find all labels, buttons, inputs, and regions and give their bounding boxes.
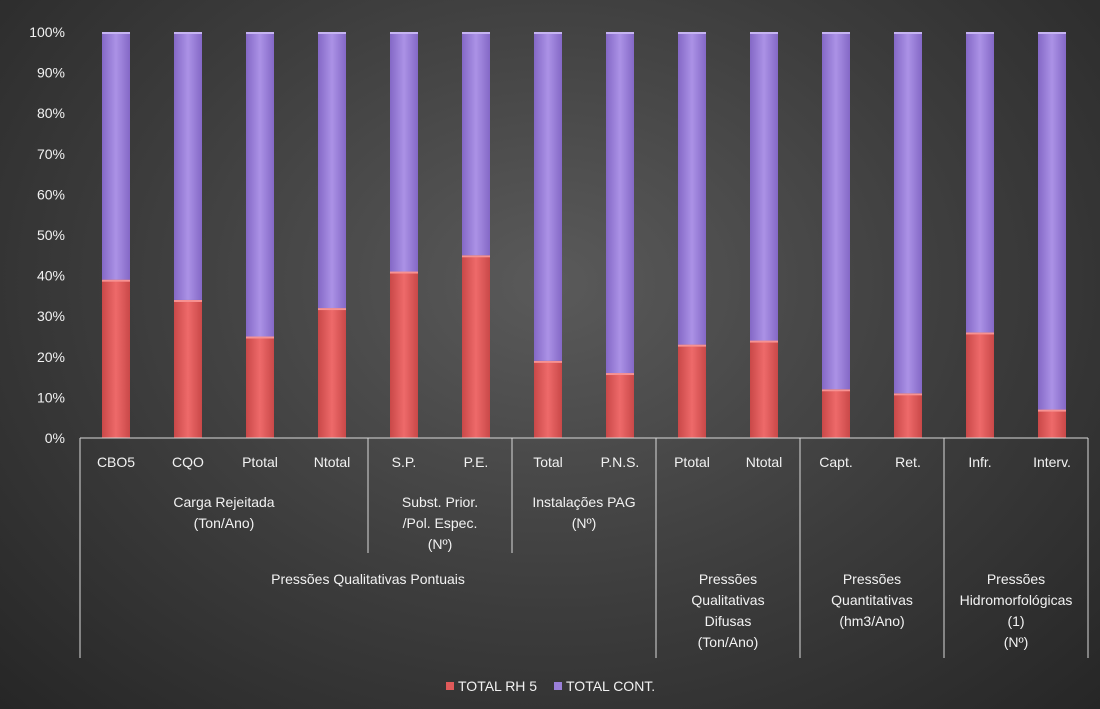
bar-segment-rh5 (462, 255, 490, 438)
x-tick-label: Total (533, 454, 563, 470)
group-label-level2: Carga Rejeitada (Ton/Ano) (173, 494, 274, 531)
group-label-level1: Pressões Hidromorfológicas (1) (Nº) (960, 571, 1073, 650)
group-label-level1: Pressões Quantitativas (hm3/Ano) (831, 571, 913, 629)
bar-segment-cont (1038, 32, 1066, 410)
y-axis: 0% 10% 20% 30% 40% 50% 60% 70% 80% 90% 100% (29, 24, 65, 446)
bars (102, 32, 1066, 438)
bar-segment-rh5 (894, 393, 922, 438)
group-label-level2: Subst. Prior./Pol. Espec. (Nº) (402, 494, 478, 552)
bar-segment-rh5 (822, 389, 850, 438)
bar-segment-cap (390, 32, 418, 34)
bar-segment-cap (534, 32, 562, 34)
bar-segment-cont (822, 32, 850, 390)
bar-segment-rh5 (318, 308, 346, 438)
bar-segment-cap (246, 32, 274, 34)
legend-label: TOTAL RH 5 (458, 678, 537, 694)
y-tick-label: 70% (37, 146, 65, 162)
bar-segment-cap (894, 32, 922, 34)
bar-segment-rh5 (678, 344, 706, 438)
group-label-level2: Instalações PAG (Nº) (532, 494, 635, 531)
bar-segment-cont (390, 32, 418, 272)
x-axis: CBO5 CQO Ptotal Ntotal S.P. P.E. Total P.N.S. Pt… (79, 437, 1089, 658)
x-tick-label: Capt. (819, 454, 852, 470)
y-tick-label: 90% (37, 65, 65, 81)
x-tick-label: S.P. (392, 454, 417, 470)
bar-segment-cap (318, 308, 346, 311)
bar-segment-cap (606, 373, 634, 376)
bar-segment-cap (750, 32, 778, 34)
bar-segment-cap (246, 336, 274, 339)
bar-segment-cont (174, 32, 202, 300)
bar-segment-cont (966, 32, 994, 333)
bar-segment-cap (894, 393, 922, 396)
bar-segment-rh5 (534, 360, 562, 438)
bar-segment-rh5 (390, 271, 418, 438)
y-tick-label: 60% (37, 186, 65, 202)
y-tick-label: 0% (45, 430, 65, 446)
bar-segment-cont (678, 32, 706, 345)
bar-segment-cap (1038, 409, 1066, 412)
bar-segment-cap (102, 32, 130, 34)
bar-segment-cap (966, 32, 994, 34)
bar-segment-cap (678, 344, 706, 347)
bar-segment-rh5 (606, 373, 634, 438)
bar-segment-cont (462, 32, 490, 256)
bar-segment-cap (102, 279, 130, 282)
legend-swatch (554, 682, 562, 690)
bar-segment-cont (534, 32, 562, 361)
y-tick-label: 100% (29, 24, 65, 40)
y-tick-label: 20% (37, 349, 65, 365)
bar-segment-cap (174, 299, 202, 302)
bar-segment-cap (822, 32, 850, 34)
x-tick-label: CQO (172, 454, 204, 470)
bar-segment-cap (822, 389, 850, 392)
bar-segment-cap (462, 32, 490, 34)
group-label-level1: Pressões Qualitativas Pontuais (271, 571, 465, 587)
x-tick-label: Infr. (968, 454, 991, 470)
group-label-level1: Pressões Qualitativas Difusas (Ton/Ano) (691, 571, 764, 650)
y-tick-label: 10% (37, 389, 65, 405)
x-tick-label: Ret. (895, 454, 921, 470)
bar-segment-cont (102, 32, 130, 280)
bar-segment-cap (678, 32, 706, 34)
legend-label: TOTAL CONT. (566, 678, 655, 694)
bar-segment-rh5 (246, 336, 274, 438)
x-tick-label: Ntotal (746, 454, 783, 470)
y-tick-label: 40% (37, 268, 65, 284)
bar-segment-cont (318, 32, 346, 309)
bar-segment-cont (750, 32, 778, 341)
bar-segment-rh5 (102, 279, 130, 438)
x-tick-label: Interv. (1033, 454, 1071, 470)
legend-swatch (446, 682, 454, 690)
bar-segment-cap (966, 332, 994, 335)
bar-segment-cap (1038, 32, 1066, 34)
x-tick-label: Ptotal (242, 454, 278, 470)
bar-segment-cont (894, 32, 922, 394)
x-tick-label: Ptotal (674, 454, 710, 470)
x-tick-label: P.N.S. (601, 454, 640, 470)
y-tick-label: 50% (37, 227, 65, 243)
bar-segment-cap (174, 32, 202, 34)
bar-segment-cap (750, 340, 778, 343)
x-tick-label: P.E. (464, 454, 489, 470)
y-tick-label: 80% (37, 105, 65, 121)
bar-segment-cap (534, 360, 562, 363)
bar-segment-rh5 (750, 340, 778, 438)
bar-segment-cont (246, 32, 274, 337)
bar-segment-cap (318, 32, 346, 34)
bar-segment-cap (462, 255, 490, 258)
bar-segment-rh5 (174, 299, 202, 438)
x-tick-label: Ntotal (314, 454, 351, 470)
bar-segment-rh5 (1038, 409, 1066, 438)
bar-segment-cap (606, 32, 634, 34)
bar-segment-cont (606, 32, 634, 374)
legend: TOTAL RH 5 TOTAL CONT. (446, 678, 655, 694)
bar-segment-rh5 (966, 332, 994, 438)
bar-segment-cap (390, 271, 418, 274)
y-tick-label: 30% (37, 308, 65, 324)
x-tick-label: CBO5 (97, 454, 135, 470)
